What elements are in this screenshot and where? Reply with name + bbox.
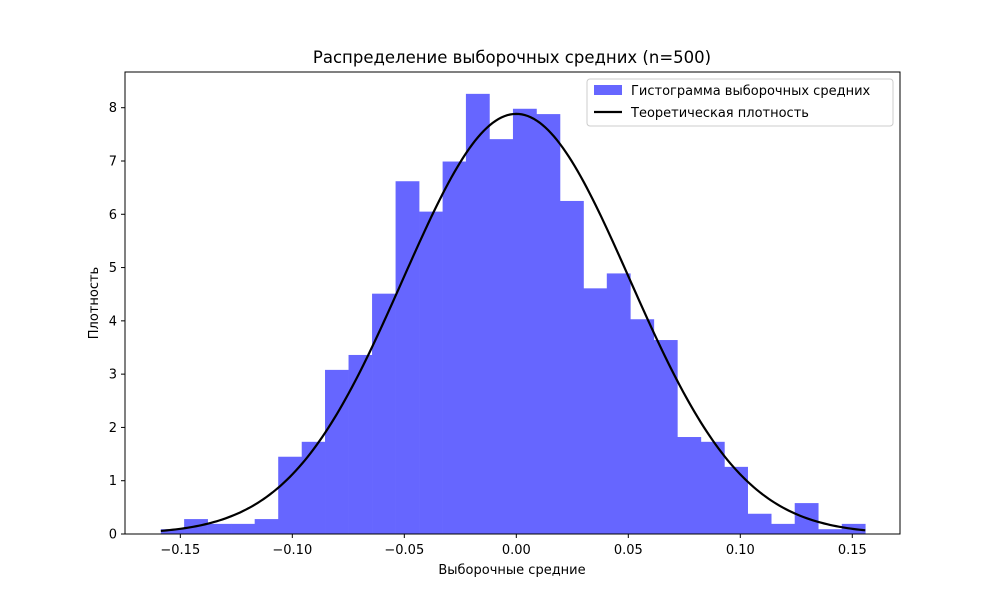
histogram-bar <box>442 161 467 534</box>
x-tick-label: 0.00 <box>502 543 531 558</box>
y-tick-label: 5 <box>109 261 117 276</box>
y-axis-label: Плотность <box>87 267 102 339</box>
histogram-bar <box>465 93 490 534</box>
histogram-bar <box>395 181 420 534</box>
histogram-bar <box>348 354 373 534</box>
y-tick-label: 3 <box>109 368 117 383</box>
chart-title: Распределение выборочных средних (n=500) <box>313 48 711 67</box>
x-tick-label: 0.10 <box>726 543 755 558</box>
histogram-bar <box>325 369 349 534</box>
x-axis-ticks: −0.15 −0.10 −0.05 0.00 0.05 0.10 0.15 <box>160 534 867 558</box>
legend: Гистограмма выборочных средних Теоретиче… <box>586 78 894 127</box>
histogram-bar <box>653 340 678 534</box>
histogram-bar <box>700 441 725 534</box>
legend-box <box>586 78 894 127</box>
histogram-bar <box>254 519 279 534</box>
y-axis-ticks: 0 1 2 3 4 5 6 7 8 <box>109 101 125 543</box>
x-tick-label: −0.15 <box>160 543 200 558</box>
histogram-bars <box>160 93 866 535</box>
histogram-bar <box>231 523 255 534</box>
histogram-bar <box>771 523 796 534</box>
histogram-bar <box>724 466 748 534</box>
histogram-bar <box>818 529 843 534</box>
y-tick-label: 1 <box>109 474 117 489</box>
y-tick-label: 6 <box>109 208 117 223</box>
y-tick-label: 8 <box>109 101 117 116</box>
y-tick-label: 4 <box>109 314 117 329</box>
x-axis-label: Выборочные средние <box>438 563 585 578</box>
x-tick-label: 0.15 <box>838 543 867 558</box>
histogram-bar <box>278 456 303 534</box>
histogram-bar <box>630 319 655 534</box>
histogram-bar <box>301 441 326 534</box>
y-tick-label: 2 <box>109 421 117 436</box>
y-tick-label: 7 <box>109 154 117 169</box>
histogram-bar <box>559 200 584 534</box>
histogram-bar <box>747 513 772 534</box>
histogram-bar <box>207 523 232 534</box>
x-tick-label: −0.05 <box>384 543 424 558</box>
histogram-bar <box>419 211 443 534</box>
theoretical-density-line <box>160 112 866 533</box>
x-tick-label: −0.10 <box>272 543 312 558</box>
legend-line-label: Теоретическая плотность <box>630 106 809 121</box>
histogram-bar <box>160 529 185 534</box>
histogram-bar <box>536 114 561 534</box>
plot-frame <box>124 71 901 535</box>
histogram-bar <box>489 139 514 535</box>
y-tick-label: 0 <box>109 528 117 543</box>
histogram-bar <box>583 288 608 534</box>
histogram-bar <box>372 293 396 534</box>
histogram-bar <box>677 437 702 534</box>
histogram-bar <box>606 273 631 534</box>
x-tick-label: 0.05 <box>614 543 643 558</box>
legend-histogram-label: Гистограмма выборочных средних <box>631 84 871 99</box>
legend-histogram-swatch <box>594 85 622 95</box>
histogram-bar <box>512 108 537 535</box>
